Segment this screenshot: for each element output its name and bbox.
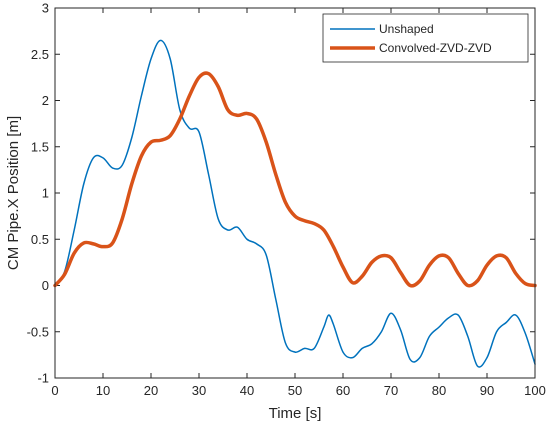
plot-frame xyxy=(54,7,536,379)
y-tick-label: 1 xyxy=(42,186,49,201)
legend-box xyxy=(322,13,529,63)
ticks-layer: 0 10 20 30 40 50 60 70 80 90 100 -1 -0.5 0 0.5 1 1.5 2 2.5… xyxy=(27,1,546,399)
x-tick-label: 0 xyxy=(51,383,58,398)
y-tick-label: 3 xyxy=(42,1,49,16)
x-tick-label: 100 xyxy=(524,383,546,398)
x-tick-label: 10 xyxy=(96,383,110,398)
x-tick-label: 50 xyxy=(288,383,302,398)
legend-label-unshaped: Unshaped xyxy=(379,22,434,36)
series-line-unshaped xyxy=(54,39,536,368)
y-tick-label: 1.5 xyxy=(31,139,49,154)
series-layer xyxy=(53,39,537,368)
y-tick-label: -1 xyxy=(37,371,49,386)
y-tick-label: 0 xyxy=(42,278,49,293)
y-tick-label: 0.5 xyxy=(31,232,49,247)
y-tick-label: 2.5 xyxy=(31,47,49,62)
y-tick-label: -0.5 xyxy=(27,324,49,339)
x-tick-label: 60 xyxy=(336,383,350,398)
x-tick-label: 20 xyxy=(144,383,158,398)
x-tick-label: 70 xyxy=(384,383,398,398)
y-axis-label: CM Pipe.X Position [m] xyxy=(5,116,22,270)
y-tick-label: 2 xyxy=(42,93,49,108)
x-tick-label: 90 xyxy=(480,383,494,398)
x-tick-label: 40 xyxy=(240,383,254,398)
legend-label-convolved: Convolved-ZVD-ZVD xyxy=(379,41,492,55)
legend: Unshaped Convolved-ZVD-ZVD xyxy=(322,13,529,63)
series-line-convolved-zvd-zvd xyxy=(53,71,537,288)
x-tick-label: 30 xyxy=(192,383,206,398)
plot-background xyxy=(55,8,535,378)
x-tick-label: 80 xyxy=(432,383,446,398)
x-axis-label: Time [s] xyxy=(269,405,322,422)
